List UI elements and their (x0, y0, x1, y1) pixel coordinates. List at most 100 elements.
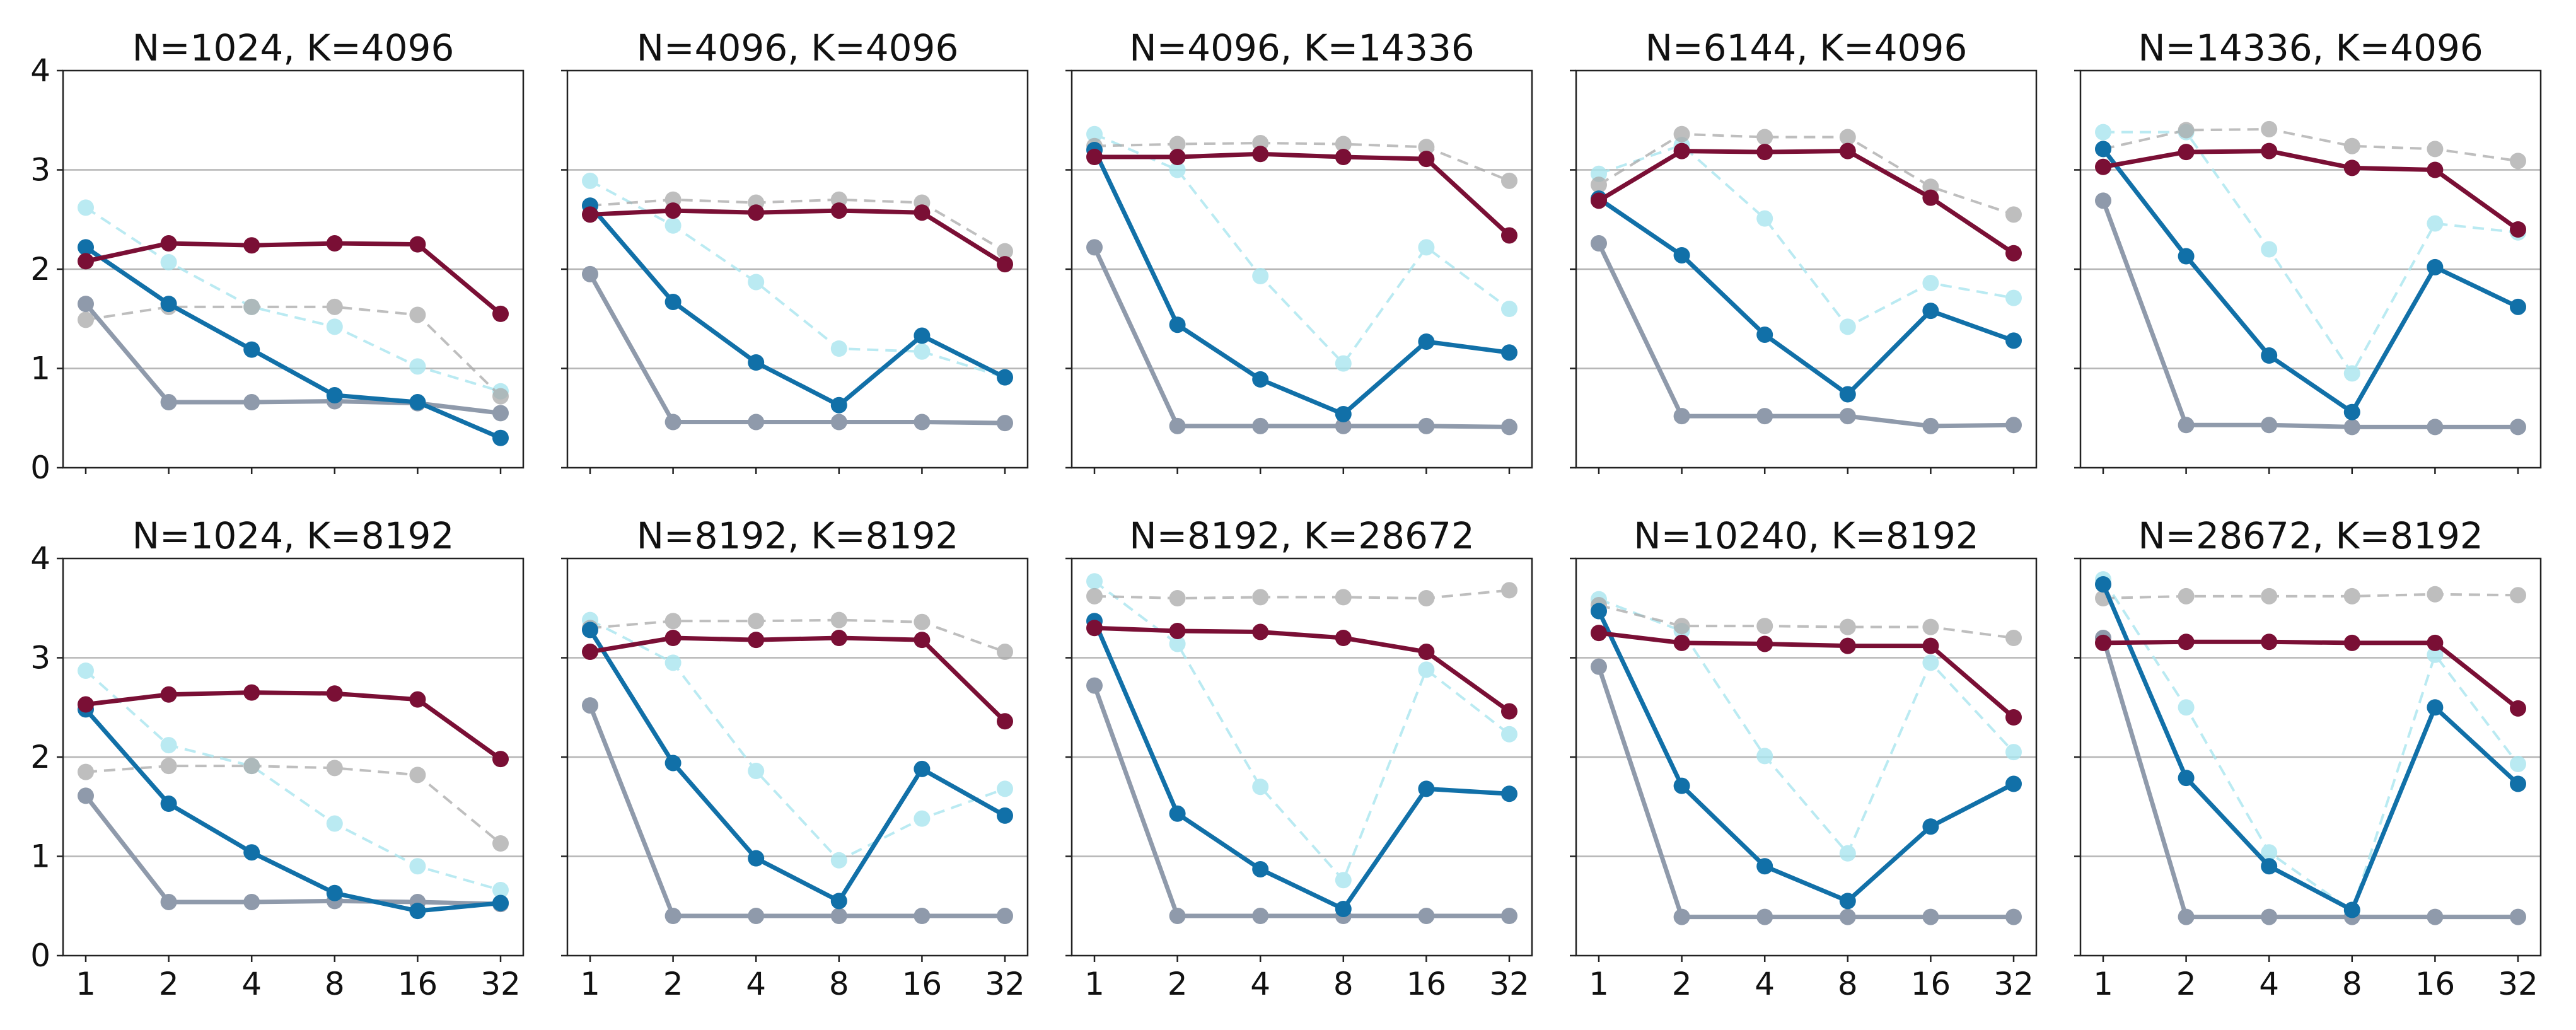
series-crimson (1086, 620, 1517, 720)
data-point (748, 908, 765, 924)
series-line-crimson (589, 208, 1006, 267)
data-point (582, 206, 598, 223)
series-line-slate (84, 302, 501, 415)
data-point (2005, 630, 2022, 646)
data-point (1922, 818, 1939, 835)
x-tick-label: 2 (1168, 966, 1188, 1002)
data-point (78, 296, 94, 313)
x-tick-label: 4 (1250, 966, 1270, 1002)
data-point (2261, 142, 2278, 159)
data-point (2261, 120, 2278, 137)
data-point (1756, 748, 1773, 765)
data-point (492, 405, 509, 422)
panel-title: N=6144, K=4096 (1645, 26, 1968, 69)
data-point (326, 387, 343, 404)
series-line-crimson (1094, 151, 1511, 238)
x-tick-label: 4 (2259, 966, 2279, 1002)
data-point (1335, 630, 1352, 646)
data-point (160, 893, 177, 910)
data-point (830, 630, 847, 646)
series-line-gray-dashed (589, 198, 1006, 253)
data-point (409, 903, 426, 920)
y-tick-label: 0 (30, 937, 50, 974)
data-point (2005, 417, 2022, 434)
series-gray-dashed (582, 191, 1013, 260)
series-cyan-dashed (2095, 571, 2526, 920)
data-point (2261, 417, 2278, 434)
data-point (1169, 161, 1186, 178)
data-point (1418, 780, 1435, 797)
panel-title: N=8192, K=8192 (637, 514, 959, 557)
data-point (997, 713, 1013, 730)
series-cyan-dashed (78, 662, 509, 899)
data-point (2261, 844, 2278, 861)
data-point (1673, 125, 1690, 142)
panel-title: N=4096, K=14336 (1129, 26, 1475, 69)
data-point (1501, 344, 1517, 361)
data-point (748, 414, 765, 431)
data-point (914, 613, 931, 630)
data-point (1169, 908, 1186, 924)
data-point (1086, 620, 1103, 637)
data-point (1335, 149, 1352, 166)
data-point (582, 172, 598, 189)
data-point (1922, 618, 1939, 635)
data-point (2178, 417, 2195, 434)
series-line-cyan-dashed (2103, 130, 2519, 375)
x-tick-label: 8 (2342, 966, 2362, 1002)
panel-frame (566, 557, 1029, 957)
series-line-gray-dashed (2103, 593, 2519, 599)
series-line-gray-dashed (1598, 604, 2014, 639)
series-cyan-dashed (2095, 124, 2526, 382)
data-point (326, 884, 343, 901)
data-point (1169, 635, 1186, 652)
data-point (1922, 908, 1939, 925)
data-point (748, 204, 765, 221)
series-line-slate (2101, 200, 2518, 429)
data-point (2178, 634, 2195, 651)
data-point (1673, 142, 1690, 159)
series-cyan-dashed (1086, 573, 1517, 889)
series-slate (78, 787, 509, 913)
data-point (2427, 419, 2444, 436)
data-point (160, 796, 177, 813)
data-point (2510, 419, 2526, 436)
data-point (1169, 590, 1186, 606)
data-point (997, 780, 1013, 797)
data-point (2427, 215, 2444, 232)
data-point (2343, 419, 2360, 436)
data-point (997, 243, 1013, 260)
data-point (1756, 144, 1773, 161)
panel-frame (62, 557, 525, 957)
series-slate (582, 265, 1013, 432)
panel-frame (62, 69, 525, 469)
data-point (914, 204, 931, 221)
series-cyan-dashed (582, 611, 1013, 869)
data-point (2343, 587, 2360, 605)
data-point (1839, 908, 1856, 925)
series-gray-dashed (1086, 582, 1517, 606)
data-point (1501, 582, 1517, 599)
series-slate (1086, 677, 1517, 924)
data-point (2427, 646, 2444, 663)
series-gray-dashed (1086, 134, 1517, 189)
data-point (492, 751, 509, 768)
data-point (2510, 298, 2526, 315)
data-point (492, 305, 509, 322)
x-tick-label: 1 (1589, 966, 1609, 1002)
data-point (78, 662, 94, 679)
data-point (2005, 289, 2022, 306)
panel-title: N=28672, K=8192 (2138, 514, 2483, 557)
data-point (1086, 587, 1103, 605)
data-point (1839, 408, 1856, 425)
series-crimson (582, 202, 1013, 273)
data-point (1418, 139, 1435, 156)
data-point (2005, 744, 2022, 761)
data-point (78, 763, 94, 780)
data-point (1252, 417, 1269, 434)
series-slate (78, 296, 509, 422)
series-line-slate (588, 273, 1006, 425)
data-point (1591, 192, 1607, 209)
